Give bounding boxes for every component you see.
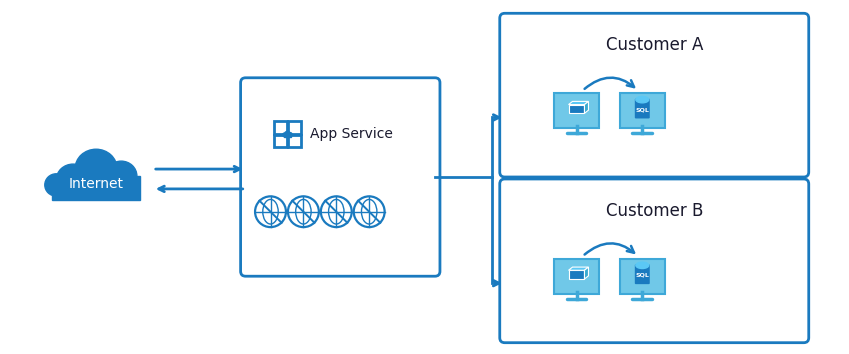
Ellipse shape xyxy=(283,133,287,137)
Ellipse shape xyxy=(636,262,649,269)
Ellipse shape xyxy=(105,161,137,191)
Polygon shape xyxy=(584,267,588,279)
Polygon shape xyxy=(569,104,584,113)
FancyBboxPatch shape xyxy=(240,78,440,276)
FancyBboxPatch shape xyxy=(288,121,301,134)
FancyBboxPatch shape xyxy=(288,135,301,147)
FancyBboxPatch shape xyxy=(500,13,809,177)
Ellipse shape xyxy=(284,131,290,136)
Ellipse shape xyxy=(289,133,292,136)
FancyBboxPatch shape xyxy=(620,93,665,128)
FancyArrowPatch shape xyxy=(585,78,634,89)
FancyBboxPatch shape xyxy=(635,99,649,119)
Text: App Service: App Service xyxy=(311,127,393,141)
FancyBboxPatch shape xyxy=(500,179,809,343)
FancyBboxPatch shape xyxy=(554,259,599,293)
FancyBboxPatch shape xyxy=(620,259,665,293)
Text: SQL: SQL xyxy=(635,107,649,112)
Text: Customer B: Customer B xyxy=(605,202,703,220)
Polygon shape xyxy=(584,101,588,113)
FancyBboxPatch shape xyxy=(635,264,649,284)
Polygon shape xyxy=(569,270,584,279)
Polygon shape xyxy=(569,101,588,104)
FancyBboxPatch shape xyxy=(52,176,140,200)
Text: Internet: Internet xyxy=(69,177,124,191)
Ellipse shape xyxy=(76,149,117,188)
FancyBboxPatch shape xyxy=(274,121,287,134)
Ellipse shape xyxy=(56,164,90,195)
Text: SQL: SQL xyxy=(635,273,649,278)
Polygon shape xyxy=(569,267,588,270)
Text: Customer A: Customer A xyxy=(605,36,703,54)
Ellipse shape xyxy=(45,174,68,196)
FancyBboxPatch shape xyxy=(284,134,291,137)
FancyBboxPatch shape xyxy=(274,135,287,147)
FancyArrowPatch shape xyxy=(585,243,634,255)
Ellipse shape xyxy=(636,96,649,103)
FancyBboxPatch shape xyxy=(554,93,599,128)
